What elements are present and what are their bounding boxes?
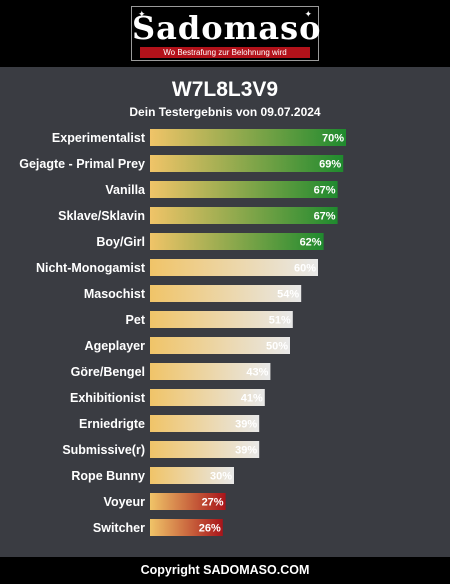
value-label: 27% xyxy=(202,497,224,509)
category-label: Göre/Bengel xyxy=(71,365,145,379)
category-label: Voyeur xyxy=(104,495,146,509)
category-label: Switcher xyxy=(93,521,145,535)
value-label: 70% xyxy=(322,133,344,145)
value-label: 62% xyxy=(300,237,322,249)
result-subtitle: Dein Testergebnis von 09.07.2024 xyxy=(129,105,321,119)
logo-wordmark: Sadomaso xyxy=(132,9,322,47)
result-bar-chart: Experimentalist 70% Gejagte - Primal Prey 6… xyxy=(19,129,346,536)
ornament-icon: ✦ xyxy=(304,9,312,19)
category-label: Erniedrigte xyxy=(79,417,145,431)
site-header: ✦ ✦ Sadomaso Wo Bestrafung zur Belohnung… xyxy=(0,0,450,67)
result-bar xyxy=(150,415,260,432)
result-bar xyxy=(150,519,223,536)
result-bar xyxy=(150,207,338,224)
result-bar xyxy=(150,259,318,276)
value-label: 51% xyxy=(269,315,291,327)
value-label: 60% xyxy=(294,263,316,275)
value-label: 69% xyxy=(319,159,341,171)
value-label: 39% xyxy=(235,419,257,431)
category-label: Vanilla xyxy=(105,183,146,197)
category-label: Boy/Girl xyxy=(96,235,145,249)
category-label: Nicht-Monogamist xyxy=(36,261,146,275)
value-label: 67% xyxy=(314,185,336,197)
result-bar xyxy=(150,337,290,354)
result-panel: W7L8L3V9 Dein Testergebnis von 09.07.202… xyxy=(0,67,450,557)
category-label: Rope Bunny xyxy=(71,469,145,483)
category-label: Exhibitionist xyxy=(70,391,146,405)
result-bar xyxy=(150,129,346,146)
result-bar xyxy=(150,441,260,458)
result-bar xyxy=(150,493,226,510)
category-label: Submissive(r) xyxy=(62,443,145,457)
category-label: Sklave/Sklavin xyxy=(58,209,145,223)
category-label: Pet xyxy=(126,313,146,327)
value-label: 41% xyxy=(241,393,263,405)
result-bar xyxy=(150,467,234,484)
ornament-icon: ✦ xyxy=(138,9,146,19)
sadomaso-logo[interactable]: ✦ ✦ Sadomaso Wo Bestrafung zur Belohnung… xyxy=(131,6,322,61)
value-label: 43% xyxy=(246,367,268,379)
result-bar xyxy=(150,233,324,250)
result-bar xyxy=(150,155,344,172)
result-bar xyxy=(150,389,265,406)
value-label: 54% xyxy=(277,289,299,301)
category-label: Experimentalist xyxy=(52,131,146,145)
value-label: 50% xyxy=(266,341,288,353)
result-bar xyxy=(150,181,338,198)
category-label: Gejagte - Primal Prey xyxy=(19,157,145,171)
result-bar xyxy=(150,363,271,380)
category-label: Masochist xyxy=(84,287,146,301)
value-label: 26% xyxy=(199,523,221,535)
footer-copyright: Copyright SADOMASO.COM xyxy=(0,557,450,584)
value-label: 39% xyxy=(235,445,257,457)
category-label: Ageplayer xyxy=(85,339,146,353)
value-label: 30% xyxy=(210,471,232,483)
logo-tagline: Wo Bestrafung zur Belohnung wird xyxy=(140,47,310,58)
result-bar xyxy=(150,311,293,328)
result-title: W7L8L3V9 xyxy=(171,78,279,101)
result-bar xyxy=(150,285,302,302)
value-label: 67% xyxy=(314,211,336,223)
